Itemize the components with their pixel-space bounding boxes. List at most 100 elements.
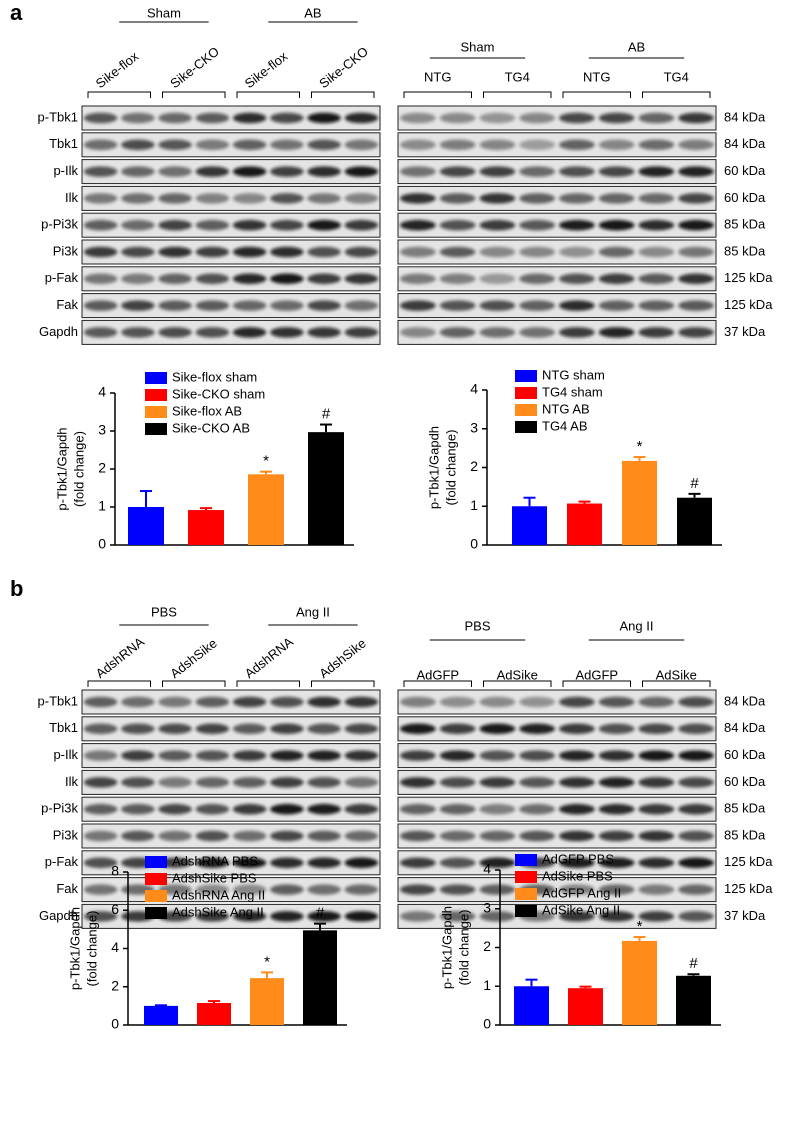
- annotation: *: [264, 953, 270, 970]
- row-label: p-Fak: [45, 270, 79, 285]
- legend-swatch: [145, 856, 167, 868]
- blot-band: [270, 327, 304, 338]
- bar: [188, 510, 224, 545]
- y-axis-label: (fold change): [84, 911, 99, 987]
- bar: [512, 506, 547, 545]
- row-label: p-Ilk: [53, 747, 78, 762]
- y-tick-label: 3: [483, 899, 491, 915]
- y-tick-label: 3: [470, 419, 478, 435]
- legend-swatch: [515, 421, 537, 433]
- blot-band: [195, 803, 230, 815]
- lane-bracket: [642, 680, 711, 687]
- blot-band: [307, 911, 341, 922]
- row-label: Tbk1: [49, 720, 78, 735]
- blot-band: [638, 219, 675, 231]
- lane-bracket: [87, 91, 151, 98]
- blot-band: [344, 750, 379, 761]
- bar: [144, 1005, 178, 1025]
- panel-label: a: [10, 0, 23, 25]
- legend-swatch: [515, 888, 537, 900]
- size-label: 125 kDa: [724, 270, 773, 285]
- blot-band: [232, 830, 267, 842]
- blot-band: [439, 803, 476, 815]
- y-tick-label: 4: [470, 381, 478, 397]
- blot-band: [678, 193, 715, 204]
- blot-band: [399, 911, 436, 922]
- annotation: *: [637, 918, 643, 935]
- blot-band: [558, 857, 595, 869]
- blot-band: [558, 696, 595, 708]
- annotation: #: [690, 475, 699, 492]
- blot-band: [399, 112, 436, 124]
- blot-band: [344, 777, 379, 788]
- blot-band: [270, 166, 304, 177]
- group-label: PBS: [151, 604, 177, 619]
- size-label: 60 kDa: [724, 190, 766, 205]
- blot-band: [479, 219, 516, 231]
- blot-band: [121, 112, 155, 124]
- blot-band: [121, 696, 155, 708]
- blot-band: [270, 193, 304, 204]
- annotation: #: [322, 406, 331, 423]
- legend-label: NTG sham: [542, 367, 605, 382]
- blot-band: [307, 219, 341, 231]
- blot-band: [598, 300, 635, 311]
- lane-label: NTG: [583, 69, 610, 84]
- blot-band: [598, 219, 635, 231]
- lane-label: Sike-flox: [242, 48, 291, 91]
- blot-band: [83, 327, 118, 338]
- legend-label: AdSike Ang II: [542, 902, 620, 917]
- blot-band: [678, 857, 715, 869]
- blot-band: [232, 777, 267, 788]
- blot-band: [270, 857, 304, 869]
- blot-band: [307, 884, 341, 895]
- blot-band: [83, 884, 118, 895]
- blot-band: [598, 246, 635, 258]
- blot-band: [598, 166, 635, 177]
- blot-band: [678, 830, 715, 842]
- legend-label: AdshRNA PBS: [172, 853, 258, 868]
- blot-band: [479, 300, 516, 311]
- y-axis-label: p-Tbk1/Gapdh: [439, 906, 454, 989]
- y-tick-label: 8: [111, 863, 119, 879]
- lane-label: AdshRNA: [93, 634, 147, 681]
- group-label: AB: [628, 39, 645, 54]
- blot-band: [638, 857, 675, 869]
- blot-band: [307, 300, 341, 311]
- blot-band: [195, 246, 230, 258]
- blot-band: [519, 219, 556, 231]
- y-tick-label: 1: [483, 977, 491, 993]
- row-label: Pi3k: [53, 243, 79, 258]
- blot-band: [307, 696, 341, 708]
- blot-band: [307, 112, 341, 124]
- blot-band: [439, 300, 476, 311]
- blot-band: [344, 830, 379, 842]
- blot-band: [558, 830, 595, 842]
- blot-band: [158, 750, 192, 761]
- blot-band: [232, 219, 267, 231]
- blot-band: [519, 166, 556, 177]
- row-label: p-Tbk1: [38, 109, 78, 124]
- blot-band: [270, 273, 304, 285]
- blot-band: [158, 696, 192, 708]
- y-tick-label: 0: [483, 1016, 491, 1032]
- blot-band: [678, 166, 715, 177]
- blot-band: [344, 219, 379, 231]
- blot-band: [479, 723, 516, 735]
- lane-label: TG4: [505, 69, 530, 84]
- blot-band: [344, 273, 379, 285]
- bar: [567, 503, 602, 545]
- blot-band: [638, 246, 675, 258]
- y-tick-label: 2: [111, 977, 119, 993]
- blot-band: [307, 750, 341, 761]
- lane-label: AdGFP: [575, 667, 618, 682]
- blot-band: [121, 166, 155, 177]
- legend-swatch: [145, 406, 167, 418]
- row-label: p-Tbk1: [38, 693, 78, 708]
- blot-band: [479, 139, 516, 151]
- legend-label: Sike-flox sham: [172, 369, 257, 384]
- blot-band: [558, 112, 595, 124]
- blot-band: [83, 803, 118, 815]
- blot-band: [439, 884, 476, 895]
